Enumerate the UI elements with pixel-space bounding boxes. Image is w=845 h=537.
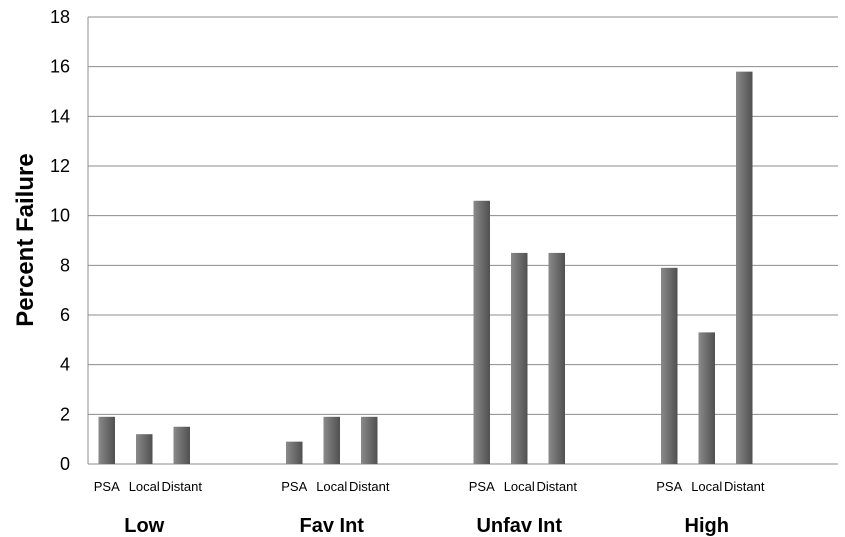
y-axis-label: Percent Failure: [12, 153, 39, 326]
x-sub-label: PSA: [281, 479, 307, 494]
y-tick-label: 0: [60, 454, 70, 474]
bar: [698, 332, 715, 464]
bar: [286, 441, 303, 464]
bar: [323, 416, 340, 464]
y-tick-label: 10: [50, 206, 70, 226]
bar: [473, 200, 490, 464]
x-sub-label: Local: [129, 479, 160, 494]
x-sub-label: PSA: [94, 479, 120, 494]
group-label: High: [685, 515, 729, 537]
x-sub-label: PSA: [656, 479, 682, 494]
y-tick-label: 12: [50, 156, 70, 176]
y-tick-label: 2: [60, 404, 70, 424]
x-sub-label: Distant: [724, 479, 765, 494]
x-sub-label: Local: [691, 479, 722, 494]
y-tick-label: 16: [50, 57, 70, 77]
x-sub-label: Distant: [162, 479, 203, 494]
bar: [661, 267, 678, 464]
group-label: Fav Int: [300, 515, 365, 537]
y-tick-label: 18: [50, 7, 70, 27]
x-sub-label: Distant: [349, 479, 390, 494]
group-labels: Low Fav Int Unfav Int High: [124, 515, 729, 537]
bar: [361, 416, 378, 464]
bar: [136, 434, 153, 464]
y-tick-label: 14: [50, 106, 70, 126]
bars: [98, 71, 753, 464]
y-tick-label: 4: [60, 355, 70, 375]
bar: [511, 252, 528, 464]
x-sub-label: Local: [316, 479, 347, 494]
group-label: Low: [124, 515, 164, 537]
bar: [98, 416, 115, 464]
bar: [173, 426, 190, 464]
x-sub-label: PSA: [469, 479, 495, 494]
x-tick-labels: PSA Local Distant PSA Local Distant PSA Local Di…: [94, 479, 765, 494]
y-tick-labels: 0 2 4 6 8 10 12 14 16 18: [50, 7, 70, 474]
bar: [736, 71, 753, 464]
y-tick-label: 8: [60, 255, 70, 275]
y-tick-label: 6: [60, 305, 70, 325]
bar: [548, 252, 565, 464]
x-sub-label: Distant: [537, 479, 578, 494]
gridlines: [88, 16, 838, 415]
axes: [87, 17, 838, 465]
group-label: Unfav Int: [476, 515, 562, 537]
x-sub-label: Local: [504, 479, 535, 494]
